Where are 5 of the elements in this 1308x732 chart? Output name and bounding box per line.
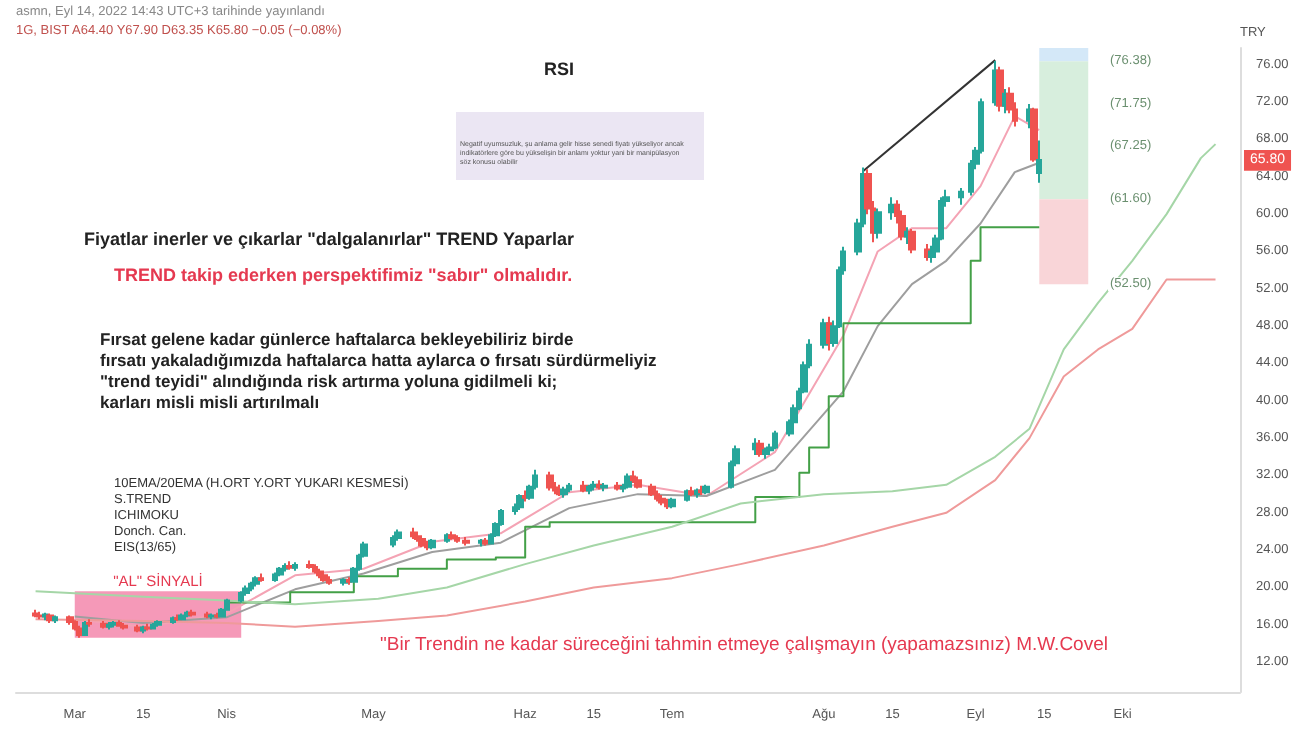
annotation: RSI [544,58,575,79]
annotation: Fiyatlar inerler ve çıkarlar "dalgalanırlar" TREND Yaparlar [84,228,575,249]
annotation: TREND takip ederken perspektifimiz "sabır" olmalıdır. [114,264,573,285]
annotation: Fırsat gelene kadar günlerce haftalarca bekleyebiliriz birde fırsatı yakaladığımızda haftalarca hatta aylarca o fırsatı sürdürmeliyiz "trend teyidi" alındığında risk artırma yoluna gidilmeli ki; karları misli misli artırılmalı [100,328,657,412]
annotation: "Bir Trendin ne kadar süreceğini tahmin etmeye çalışmayın (yapamazsınız) M.W.Covel [380,634,1108,657]
